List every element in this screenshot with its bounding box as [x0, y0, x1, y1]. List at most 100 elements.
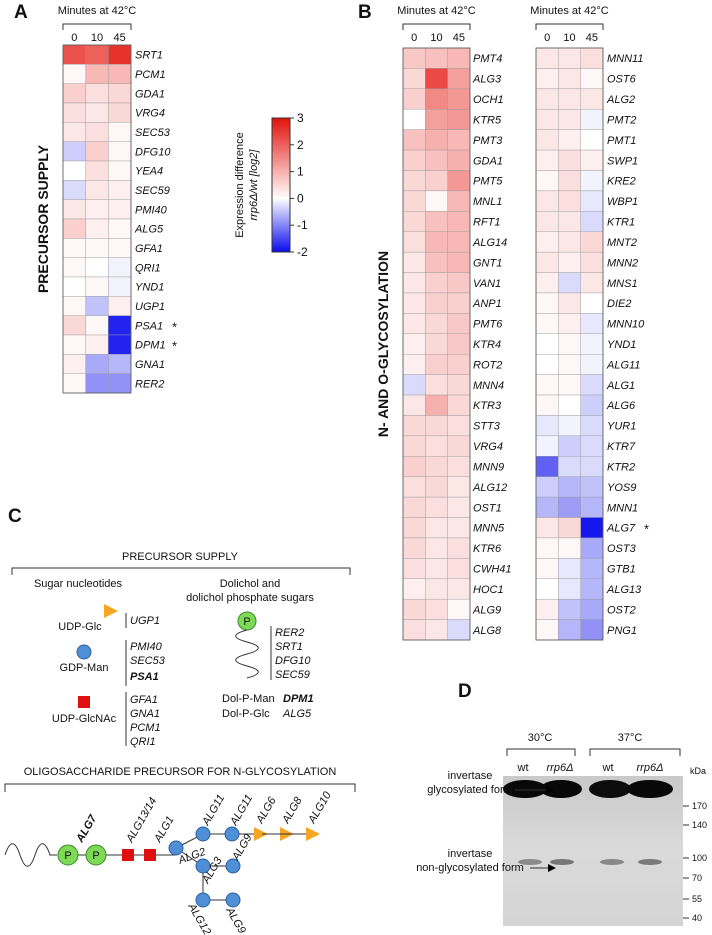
heatmap-cell — [535, 170, 559, 192]
heatmap-cell — [535, 109, 559, 130]
heatmap-cell — [402, 394, 426, 416]
heatmap-cell — [62, 199, 86, 220]
heatmap-cell — [402, 129, 426, 151]
row-label: MNN1 — [607, 502, 638, 514]
heatmap-cell — [558, 517, 581, 539]
heatmap-cell — [108, 296, 132, 316]
heatmap-cell — [558, 190, 581, 212]
heatmap-cell — [535, 537, 559, 559]
phosphate-label: P — [64, 850, 71, 862]
heatmap-frame — [535, 47, 604, 641]
row-label: DPM1 — [135, 340, 166, 352]
marker-label: 70 — [692, 873, 702, 883]
heatmap-cell — [85, 64, 109, 84]
row-label: MNN11 — [607, 53, 643, 65]
panel-d: D 30°C 37°C wt rrp6Δ wt rrp6Δ kDa invert… — [416, 681, 707, 926]
heatmap-cell — [425, 496, 448, 518]
heatmap-cell — [425, 68, 448, 90]
heatmap-cell — [62, 218, 86, 239]
row-label: SEC53 — [135, 127, 171, 139]
colorbar-tick-label: 3 — [297, 111, 304, 125]
enzyme: ALG12 — [185, 901, 213, 935]
heatmap-cell — [447, 211, 471, 232]
band-label: invertase — [448, 848, 493, 860]
gene: SEC59 — [275, 669, 310, 681]
lane-label: wt — [602, 762, 614, 774]
heatmap-cell — [580, 598, 604, 620]
heatmap-cell — [402, 292, 426, 314]
heatmap-cell — [402, 170, 426, 192]
temperature: 30°C — [528, 732, 553, 744]
row-label: ANP1 — [472, 298, 502, 310]
row-note: * — [172, 339, 177, 354]
heatmap-cell — [447, 47, 471, 69]
row-label: PSA1 — [135, 320, 163, 332]
heatmap-cell — [62, 238, 86, 258]
heatmap-cell — [425, 129, 448, 151]
band-label: glycosylated form — [427, 784, 513, 796]
heatmap-cell — [580, 170, 604, 192]
heatmap-cell — [62, 83, 86, 104]
heatmap-cell — [425, 374, 448, 396]
heatmap-cell — [402, 211, 426, 232]
row-label: ALG12 — [472, 482, 507, 494]
sugar-name: UDP-Glc — [58, 621, 102, 633]
colorbar-tick-label: -1 — [297, 218, 308, 232]
row-label: GDA1 — [135, 88, 165, 100]
heatmap-cell — [580, 129, 604, 151]
row-label: ALG7 — [606, 523, 636, 535]
heatmap-cell — [402, 231, 426, 253]
heatmap-cell — [580, 476, 604, 498]
row-label: SRT1 — [135, 50, 163, 62]
heatmap-cell — [62, 334, 86, 355]
heatmap-cell — [108, 83, 132, 104]
column-label: 10 — [91, 32, 103, 44]
marker-label: 40 — [692, 913, 702, 923]
row-label: OST2 — [607, 604, 636, 616]
heatmap-cell — [535, 292, 559, 314]
sugar-name: Dol-P-Glc — [222, 708, 270, 720]
heatmap-cell — [108, 141, 132, 162]
subtitle: Sugar nucleotides — [34, 578, 123, 590]
heatmap-cell — [535, 129, 559, 151]
lane-label: wt — [517, 762, 529, 774]
phosphate-label: P — [92, 850, 99, 862]
heatmap-cell — [85, 122, 109, 142]
bracket — [535, 23, 604, 30]
heatmap-cell — [558, 394, 581, 416]
heatmap-cell — [558, 537, 581, 559]
heatmap-cell — [62, 180, 86, 200]
heatmap-cell — [558, 313, 581, 334]
heatmap-cell — [425, 109, 448, 130]
subtitle: dolichol phosphate sugars — [186, 592, 314, 604]
heatmap-cell — [558, 149, 581, 171]
glcnac-icon — [122, 849, 134, 861]
heatmap-cell — [425, 394, 448, 416]
heatmap-cell — [580, 537, 604, 559]
gene: QRI1 — [130, 736, 156, 748]
heatmap-cell — [580, 394, 604, 416]
row-label: ALG14 — [472, 237, 507, 249]
gene: DFG10 — [275, 655, 311, 667]
heatmap-cell — [425, 88, 448, 110]
heatmap-frame — [402, 47, 471, 641]
bracket — [4, 783, 356, 792]
row-label: OST6 — [607, 74, 637, 86]
colorbar-tick-label: 0 — [297, 191, 304, 205]
row-label: VRG4 — [135, 108, 165, 120]
heatmap-cell — [402, 517, 426, 539]
column-label: 0 — [71, 32, 77, 44]
heatmap-cell — [558, 333, 581, 355]
mannose-icon — [195, 826, 211, 842]
heatmap-cell — [558, 211, 581, 232]
heatmap-cell — [535, 394, 559, 416]
heatmap-cell — [535, 47, 559, 69]
row-label: ALG2 — [606, 94, 635, 106]
heatmap-cell — [447, 374, 471, 396]
heatmap-cell — [447, 496, 471, 518]
row-label: PMT3 — [473, 135, 503, 147]
heatmap-cell — [447, 109, 471, 130]
heatmap-cell — [62, 64, 86, 84]
heatmap-cell — [558, 558, 581, 579]
glcnac-icon — [78, 696, 90, 708]
